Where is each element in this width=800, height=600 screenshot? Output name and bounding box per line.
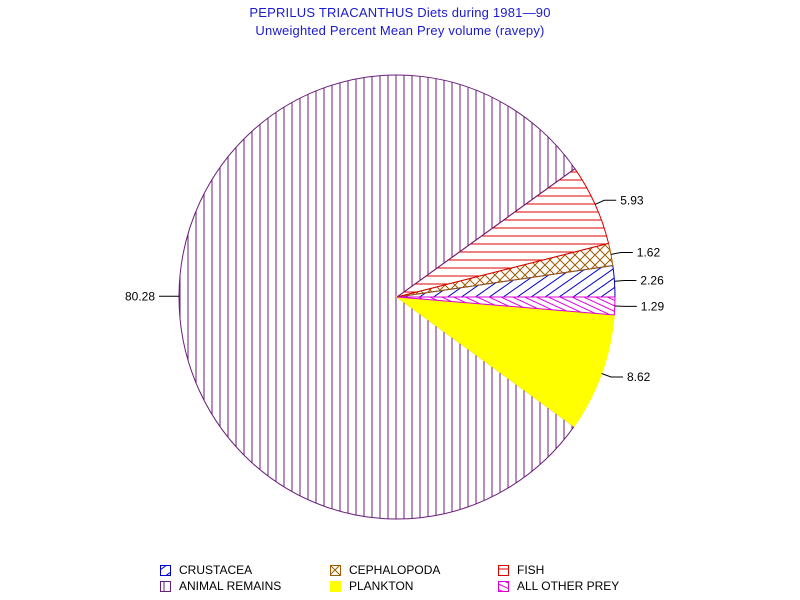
data-label-cephalopoda: 1.62 bbox=[637, 246, 661, 260]
slices-layer bbox=[178, 74, 616, 520]
legend-label: PLANKTON bbox=[349, 579, 414, 593]
chart-subtitle: Unweighted Percent Mean Prey volume (rav… bbox=[255, 23, 545, 38]
chart-title-block: PEPRILUS TRIACANTHUS Diets during 1981—9… bbox=[0, 4, 800, 40]
legend-swatch bbox=[160, 580, 171, 592]
chart-legend: CRUSTACEA CEPHALOPODA FISH ANIMAL REMAINS PL… bbox=[160, 563, 680, 595]
legend-item: PLANKTON bbox=[330, 579, 413, 593]
legend-swatch bbox=[160, 564, 171, 576]
legend-item: ANIMAL REMAINS bbox=[160, 579, 281, 593]
leader-line-plankton bbox=[601, 373, 623, 378]
data-label-crustacea: 2.26 bbox=[640, 274, 664, 288]
data-label-fish: 5.93 bbox=[620, 193, 644, 207]
legend-swatch bbox=[330, 564, 341, 576]
legend-label: FISH bbox=[517, 563, 545, 577]
leader-line-cephalopoda bbox=[610, 252, 633, 255]
data-label-animal-remains: 80.28 bbox=[125, 289, 155, 303]
leader-line-fish bbox=[594, 199, 617, 205]
data-label-all-other-prey: 1.29 bbox=[641, 299, 665, 313]
legend-swatch bbox=[330, 580, 341, 592]
chart-title: PEPRILUS TRIACANTHUS Diets during 1981—9… bbox=[249, 5, 551, 20]
legend-label: ALL OTHER PREY bbox=[517, 579, 620, 593]
legend-item: FISH bbox=[498, 563, 544, 577]
legend-item: ALL OTHER PREY bbox=[498, 579, 619, 593]
legend-row: CRUSTACEA CEPHALOPODA FISH bbox=[160, 563, 680, 579]
legend-label: ANIMAL REMAINS bbox=[179, 579, 282, 593]
pie-slice-animal-remains bbox=[178, 74, 576, 520]
legend-row: ANIMAL REMAINS PLANKTON ALL OTHER PREY bbox=[160, 579, 680, 595]
data-label-plankton: 8.62 bbox=[627, 370, 651, 384]
leader-line-crustacea bbox=[614, 280, 637, 282]
labels-layer: 2.26 1.62 5.93 80.28 8.62 1.29 bbox=[125, 193, 665, 384]
legend-swatch bbox=[498, 564, 509, 576]
legend-swatch bbox=[498, 580, 509, 592]
legend-item: CEPHALOPODA bbox=[330, 563, 440, 577]
legend-label: CEPHALOPODA bbox=[349, 563, 441, 577]
legend-item: CRUSTACEA bbox=[160, 563, 252, 577]
legend-label: CRUSTACEA bbox=[179, 563, 253, 577]
